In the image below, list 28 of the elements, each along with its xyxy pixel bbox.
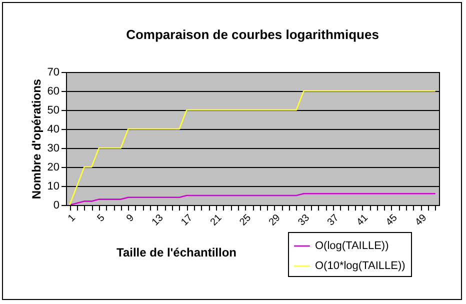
x-tick-label: 25 [238,212,254,228]
x-axis-title: Taille de l'échantillon [116,246,236,260]
legend-label: O(log(TAILLE)) [315,240,389,252]
y-tick-label: 10 [47,180,60,192]
y-tick-label: 50 [47,104,60,116]
y-tick-label: 30 [47,142,60,154]
x-tick-label: 9 [124,212,137,224]
x-tick-label: 1 [66,212,78,224]
y-axis-title: Nombre d'opérations [29,78,44,200]
y-tick-label: 0 [53,200,60,212]
legend-label: O(10*log(TAILLE)) [315,260,406,272]
x-tick-label: 13 [150,212,166,228]
y-tick-label: 20 [47,162,60,174]
x-tick-label: 45 [384,212,400,228]
y-tick-label: 60 [47,86,60,98]
x-tick-label: 17 [179,212,196,228]
x-tick-label: 33 [296,212,312,228]
x-tick-label: 21 [208,212,225,228]
line-series [69,192,436,205]
y-tick-label: 40 [47,124,60,136]
line-series [69,90,436,205]
x-tick-label: 41 [354,212,371,228]
x-tick-label: 37 [326,212,342,228]
x-tick-label: 5 [95,212,108,224]
x-tick-label: 49 [413,212,430,228]
x-tick-label: 29 [267,212,284,228]
y-tick-label: 70 [47,66,60,78]
chart-title: Comparaison de courbes logarithmiques [126,27,379,42]
